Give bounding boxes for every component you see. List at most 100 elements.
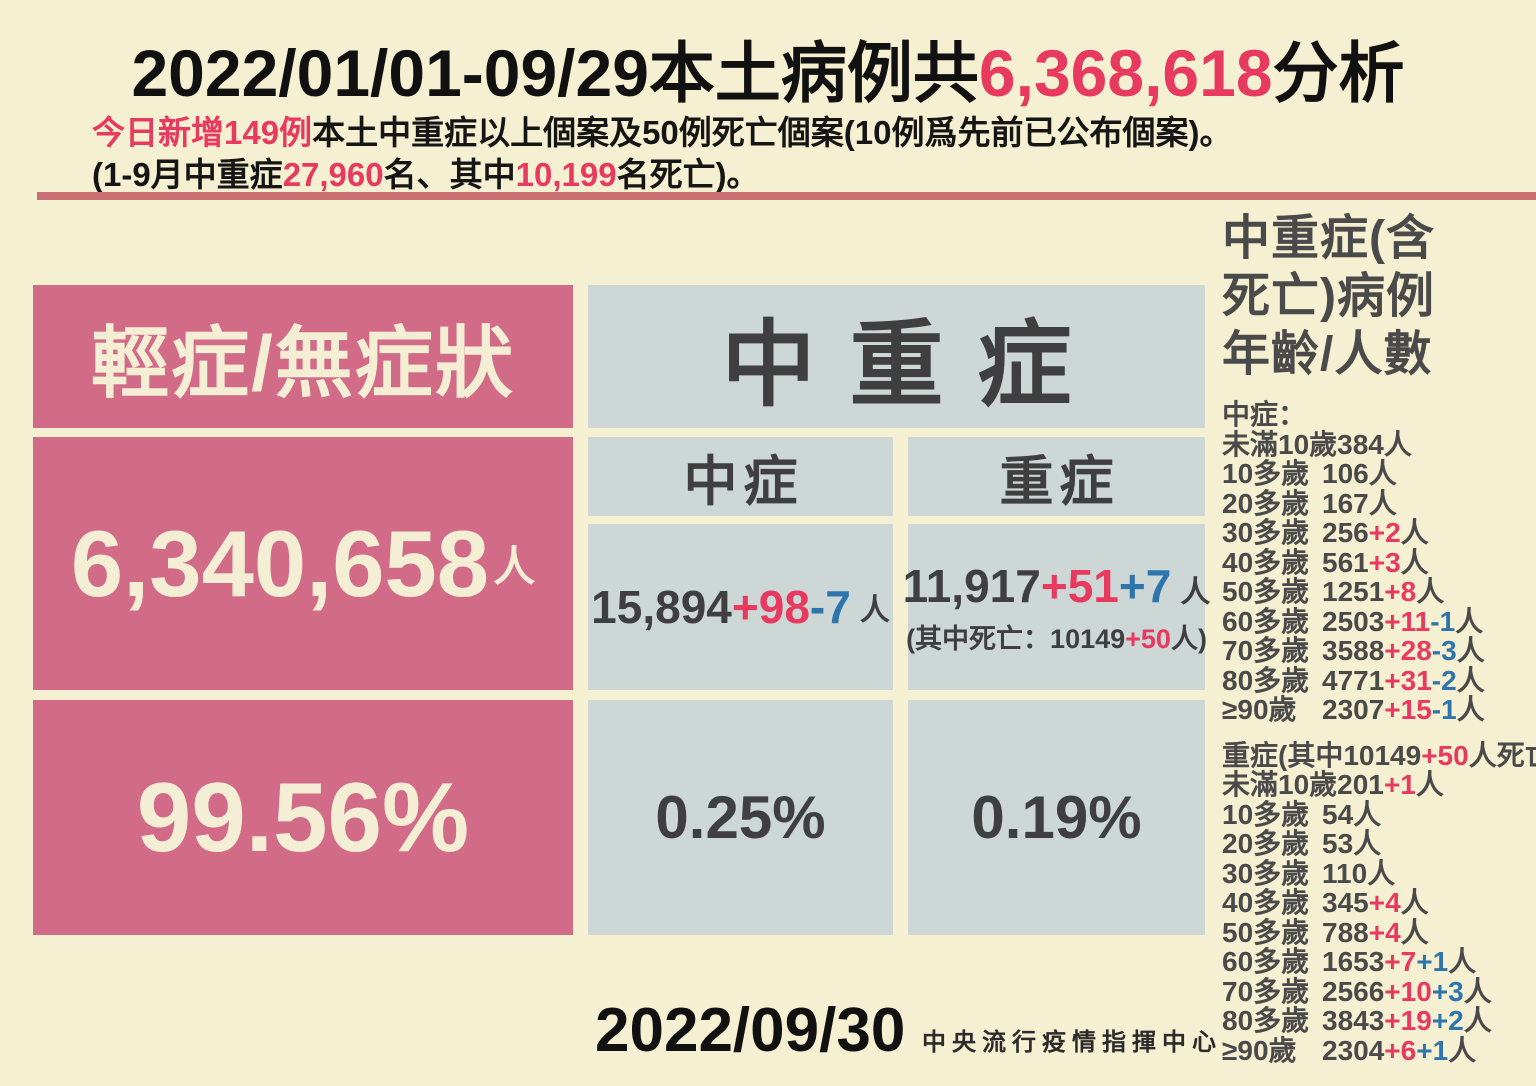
age-list-item: 50多歲 788+4人 bbox=[1222, 916, 1532, 948]
mild-percent: 99.56% bbox=[33, 700, 573, 935]
sidebar-severe-age-list: 未滿10歲201+1人 10多歲 54人 20多歲 53人 30多歲 110人 40多… bbox=[1222, 770, 1532, 1065]
age-delta-correction: +1 bbox=[1416, 1034, 1449, 1066]
age-unit: 人 bbox=[1456, 635, 1485, 666]
subtitle2-moderate-severe-total: 27,960 bbox=[282, 156, 384, 193]
age-count: 54 bbox=[1322, 798, 1354, 830]
age-list-item: 未滿10歲384人 bbox=[1222, 428, 1532, 460]
age-count: 3843 bbox=[1322, 1005, 1385, 1036]
severe-base: 11,917 bbox=[902, 559, 1041, 612]
age-delta-correction: +3 bbox=[1431, 975, 1464, 1007]
severe-unit: 人 bbox=[1180, 575, 1211, 609]
age-list-item: 40多歲 561+3人 bbox=[1222, 546, 1532, 578]
age-count: 106 bbox=[1322, 458, 1369, 489]
age-count: 384 bbox=[1337, 428, 1384, 460]
moderate-label: 中症 bbox=[588, 437, 893, 516]
age-delta-new: +11 bbox=[1384, 605, 1431, 637]
severe-note-pre: (其中死亡：10149 bbox=[906, 623, 1126, 654]
age-list-item: 60多歲 2503+11-1人 bbox=[1222, 605, 1532, 637]
age-label: 未滿10歲 bbox=[1222, 769, 1338, 800]
age-label: ≥90歲 bbox=[1222, 694, 1297, 725]
age-label: 70多歲 bbox=[1222, 975, 1310, 1007]
age-unit: 人 bbox=[1353, 798, 1382, 830]
age-delta-new: +6 bbox=[1384, 1034, 1417, 1066]
age-unit: 人 bbox=[1416, 576, 1445, 607]
severe-note-post: 人) bbox=[1170, 623, 1207, 654]
age-label: 50多歲 bbox=[1222, 916, 1310, 948]
age-list-item: ≥90歲 2307+15-1人 bbox=[1222, 695, 1532, 725]
age-label: 10多歲 bbox=[1222, 798, 1310, 830]
age-unit: 人 bbox=[1400, 916, 1429, 948]
age-unit: 人 bbox=[1367, 857, 1396, 889]
sidebar-severe-section-label: 重症(其中10149+50人死亡)： bbox=[1222, 740, 1536, 771]
age-delta-correction: +2 bbox=[1431, 1005, 1464, 1036]
age-unit: 人 bbox=[1456, 664, 1485, 696]
age-label: 20多歲 bbox=[1222, 828, 1310, 859]
moderate-base: 15,894 bbox=[591, 581, 732, 633]
moderate-delta-new: +98 bbox=[731, 581, 810, 633]
age-delta-new: +3 bbox=[1368, 546, 1401, 578]
age-list-item: 70多歲 2566+10+3人 bbox=[1222, 975, 1532, 1007]
age-count: 2307 bbox=[1322, 694, 1385, 725]
age-label: 70多歲 bbox=[1222, 635, 1310, 666]
age-unit: 人 bbox=[1368, 458, 1397, 489]
age-label: 40多歲 bbox=[1222, 887, 1310, 918]
age-delta-correction: +1 bbox=[1416, 946, 1449, 977]
age-delta-correction: -2 bbox=[1431, 664, 1457, 696]
age-label: 10多歲 bbox=[1222, 458, 1310, 489]
subtitle1-rest: 本土中重症以上個案及50例死亡個案(10例爲先前已公布個案)。 bbox=[312, 114, 1233, 151]
age-delta-new: +4 bbox=[1368, 916, 1401, 948]
age-label: 30多歲 bbox=[1222, 857, 1310, 889]
age-label: 80多歲 bbox=[1222, 1005, 1310, 1036]
subtitle2-death-total: 10,199 bbox=[515, 156, 617, 193]
mild-count-number: 6,340,658 bbox=[70, 510, 490, 616]
severe-delta-correction: +7 bbox=[1118, 559, 1172, 612]
subtitle1-new-cases: 今日新增149例 bbox=[92, 114, 313, 151]
age-list-item: 70多歲 3588+28-3人 bbox=[1222, 636, 1532, 666]
age-delta-new: +8 bbox=[1384, 576, 1417, 607]
age-count: 2304 bbox=[1322, 1034, 1385, 1066]
age-unit: 人 bbox=[1415, 769, 1444, 800]
age-label: 20多歲 bbox=[1222, 487, 1310, 519]
age-list-item: 未滿10歲201+1人 bbox=[1222, 770, 1532, 800]
age-unit: 人 bbox=[1368, 487, 1397, 519]
severe-label: 重症 bbox=[908, 437, 1205, 516]
age-unit: 人 bbox=[1448, 1034, 1477, 1066]
sidebar-title-line1: 中重症(含 bbox=[1222, 212, 1435, 265]
age-count: 1251 bbox=[1322, 576, 1385, 607]
age-list-item: 20多歲 167人 bbox=[1222, 487, 1532, 519]
report-date: 2022/09/30 bbox=[595, 996, 906, 1065]
age-count: 256 bbox=[1322, 517, 1369, 548]
age-count: 345 bbox=[1322, 887, 1369, 918]
age-label: 40多歲 bbox=[1222, 546, 1310, 578]
age-delta-new: +28 bbox=[1384, 635, 1432, 666]
age-label: 60多歲 bbox=[1222, 946, 1310, 977]
subtitle-line2: (1-9月中重症27,960名、其中10,199名死亡)。 bbox=[92, 148, 760, 196]
age-list-item: 60多歲 1653+7+1人 bbox=[1222, 947, 1532, 977]
age-delta-correction: -1 bbox=[1430, 605, 1456, 637]
moderate-case-count: 15,894 +98 -7 人 bbox=[588, 524, 893, 690]
age-delta-new: +1 bbox=[1383, 769, 1416, 800]
age-count: 110 bbox=[1322, 857, 1368, 889]
age-count: 3588 bbox=[1322, 635, 1385, 666]
subtitle-line1: 今日新增149例本土中重症以上個案及50例死亡個案(10例爲先前已公布個案)。 bbox=[92, 106, 1232, 154]
age-count: 561 bbox=[1322, 546, 1369, 578]
age-label: 60多歲 bbox=[1222, 605, 1310, 637]
age-delta-correction: -1 bbox=[1431, 694, 1457, 725]
age-label: 未滿10歲 bbox=[1222, 428, 1338, 460]
severe-death-note: (其中死亡：10149+50人) bbox=[906, 617, 1207, 656]
severe-percent: 0.19% bbox=[908, 700, 1205, 935]
age-delta-new: +2 bbox=[1368, 517, 1401, 548]
sidebar-title-line2: 死亡)病例 bbox=[1222, 270, 1435, 323]
age-unit: 人 bbox=[1456, 694, 1485, 725]
severe-case-count: 11,917+51+7 人 (其中死亡：10149+50人) bbox=[903, 524, 1210, 690]
age-unit: 人 bbox=[1463, 1005, 1492, 1036]
age-delta-new: +7 bbox=[1384, 946, 1417, 977]
age-label: 30多歲 bbox=[1222, 517, 1310, 548]
age-unit: 人 bbox=[1353, 828, 1382, 859]
sidebar-moderate-age-list: 未滿10歲384人 10多歲 106人 20多歲 167人 30多歲 256+2人 4… bbox=[1222, 428, 1532, 725]
moderate-delta-correction: -7 bbox=[809, 581, 851, 633]
title-prefix: 2022/01/01-09/29本土病例共 bbox=[131, 36, 979, 110]
header-divider-line bbox=[37, 192, 1536, 200]
sidebar-moderate-section-label: 中症： bbox=[1222, 399, 1307, 430]
mild-count-unit: 人 bbox=[493, 543, 536, 590]
